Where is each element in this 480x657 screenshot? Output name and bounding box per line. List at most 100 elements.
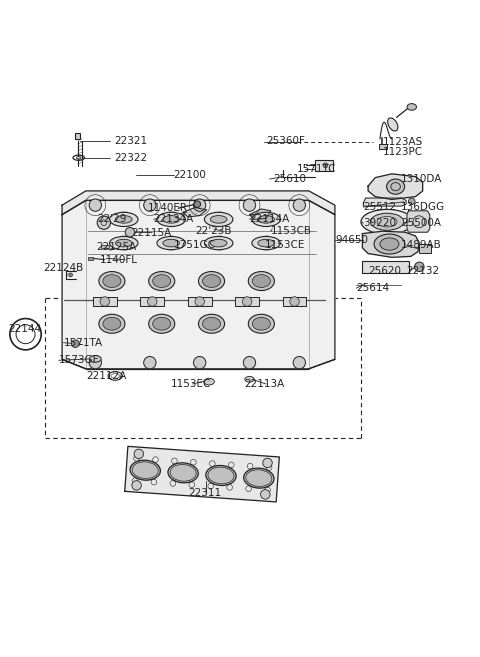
Text: 25620: 25620	[368, 265, 401, 276]
Ellipse shape	[153, 275, 171, 288]
Ellipse shape	[153, 317, 171, 330]
Ellipse shape	[374, 234, 405, 254]
Text: 22322: 22322	[114, 152, 147, 163]
Ellipse shape	[103, 317, 121, 330]
Polygon shape	[368, 174, 423, 200]
FancyBboxPatch shape	[101, 245, 108, 248]
Ellipse shape	[204, 212, 233, 227]
FancyBboxPatch shape	[93, 297, 117, 306]
Ellipse shape	[252, 275, 270, 288]
Circle shape	[415, 262, 424, 271]
FancyBboxPatch shape	[88, 258, 93, 260]
Circle shape	[144, 357, 156, 369]
Ellipse shape	[76, 156, 81, 159]
Text: 22125A: 22125A	[96, 242, 136, 252]
Text: 1153CB: 1153CB	[271, 226, 312, 237]
Circle shape	[242, 297, 252, 306]
Ellipse shape	[203, 317, 220, 330]
Ellipse shape	[388, 118, 398, 131]
Text: 1140FL: 1140FL	[100, 255, 138, 265]
Text: 22311: 22311	[188, 488, 221, 498]
Text: 22115A: 22115A	[131, 228, 171, 238]
Ellipse shape	[252, 237, 280, 250]
Polygon shape	[125, 446, 279, 502]
Text: 1571TA: 1571TA	[63, 338, 103, 348]
Ellipse shape	[149, 314, 175, 333]
Circle shape	[89, 357, 101, 369]
FancyBboxPatch shape	[140, 297, 164, 306]
Circle shape	[89, 199, 101, 212]
Ellipse shape	[380, 238, 399, 250]
Text: 1123PC: 1123PC	[383, 147, 422, 156]
Text: 22124B: 22124B	[43, 263, 84, 273]
Circle shape	[100, 297, 109, 306]
Ellipse shape	[248, 314, 275, 333]
Circle shape	[408, 198, 415, 205]
Ellipse shape	[206, 465, 236, 486]
Ellipse shape	[130, 460, 160, 480]
Text: 1751GC: 1751GC	[174, 240, 216, 250]
Circle shape	[72, 340, 79, 348]
Ellipse shape	[163, 215, 180, 223]
Ellipse shape	[210, 239, 227, 247]
Ellipse shape	[258, 215, 275, 223]
Circle shape	[144, 199, 156, 212]
Text: 22321: 22321	[114, 136, 147, 146]
Circle shape	[193, 199, 206, 212]
Polygon shape	[363, 198, 406, 206]
Text: 25512: 25512	[363, 202, 396, 212]
Ellipse shape	[168, 463, 198, 483]
Text: 25360F: 25360F	[266, 136, 305, 146]
Circle shape	[134, 449, 144, 459]
Circle shape	[293, 199, 305, 212]
Ellipse shape	[89, 355, 101, 362]
Ellipse shape	[103, 275, 121, 288]
Ellipse shape	[199, 271, 225, 290]
Text: 1140ER: 1140ER	[147, 204, 188, 214]
Circle shape	[97, 216, 110, 229]
Circle shape	[132, 481, 141, 490]
Text: 22'29: 22'29	[97, 214, 127, 225]
Ellipse shape	[204, 237, 233, 250]
Circle shape	[69, 273, 72, 277]
Text: 1573GF: 1573GF	[59, 355, 99, 365]
Ellipse shape	[204, 378, 215, 385]
Text: 1310DA: 1310DA	[401, 174, 443, 184]
FancyBboxPatch shape	[75, 133, 80, 139]
Polygon shape	[62, 200, 335, 369]
Ellipse shape	[361, 210, 413, 234]
Circle shape	[263, 458, 272, 468]
Polygon shape	[250, 209, 271, 219]
Ellipse shape	[199, 314, 225, 333]
Text: 25610: 25610	[273, 174, 306, 184]
Text: 22134A: 22134A	[154, 214, 194, 225]
Polygon shape	[183, 208, 207, 217]
Circle shape	[194, 201, 201, 208]
Ellipse shape	[157, 212, 185, 227]
Circle shape	[193, 357, 206, 369]
Text: 22100: 22100	[174, 170, 206, 180]
Circle shape	[147, 297, 157, 306]
Text: 22132: 22132	[406, 265, 439, 276]
Ellipse shape	[163, 239, 180, 247]
Text: 22144: 22144	[9, 325, 42, 334]
Ellipse shape	[149, 271, 175, 290]
FancyBboxPatch shape	[379, 145, 386, 149]
Ellipse shape	[252, 212, 280, 227]
Text: 1153EC: 1153EC	[171, 379, 212, 389]
Text: 1123AS: 1123AS	[383, 137, 422, 147]
Text: 1153CE: 1153CE	[265, 240, 306, 250]
Text: 136DGG: 136DGG	[401, 202, 445, 212]
Ellipse shape	[248, 271, 275, 290]
Circle shape	[293, 357, 305, 369]
Ellipse shape	[109, 237, 138, 250]
Circle shape	[290, 297, 300, 306]
Ellipse shape	[252, 317, 270, 330]
Circle shape	[125, 227, 135, 237]
Ellipse shape	[210, 215, 227, 223]
Polygon shape	[62, 191, 335, 215]
Text: 22112A: 22112A	[86, 371, 126, 381]
Ellipse shape	[116, 215, 132, 223]
Polygon shape	[362, 231, 420, 258]
Ellipse shape	[386, 179, 405, 194]
